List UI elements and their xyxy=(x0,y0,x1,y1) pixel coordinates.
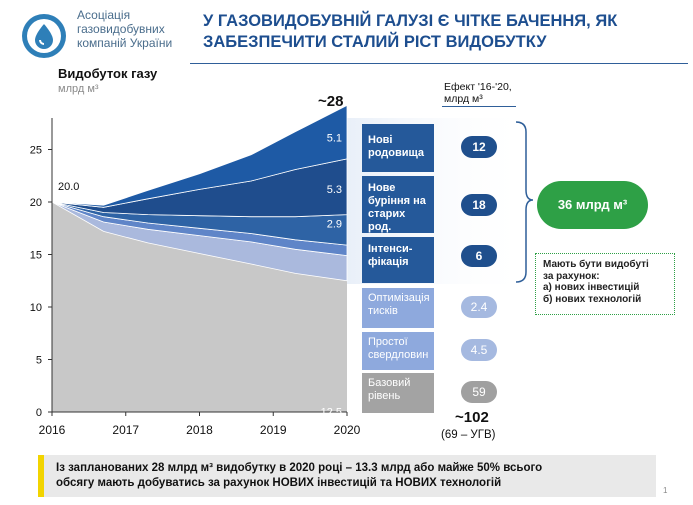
funding-note: Мають бути видобуті за рахунок: а) нових… xyxy=(535,253,675,315)
drop-logo-icon xyxy=(22,14,66,58)
note-line: а) нових інвестицій xyxy=(543,282,640,293)
lever-new-fields: Нові родовища xyxy=(362,124,434,172)
effect-value: 4.5 xyxy=(461,339,497,361)
note-line: б) нових технологій xyxy=(543,293,642,305)
y-tick-label: 15 xyxy=(30,250,42,262)
effect-header-line: Ефект '16-'20, xyxy=(444,81,512,93)
summary-line: обсягу мають добуватись за рахунок НОВИХ… xyxy=(56,477,502,489)
y-tick-label: 0 xyxy=(36,407,42,419)
lever-label: фікація xyxy=(368,256,409,268)
y-tick-label: 5 xyxy=(36,355,42,367)
summary-text: Із запланованих 28 млрд м³ видобутку в 2… xyxy=(56,461,654,491)
lever-label: родовища xyxy=(368,147,425,159)
y-tick-label: 25 xyxy=(30,145,42,157)
effect-value: 18 xyxy=(461,194,497,216)
segment-value-label: 2.9 xyxy=(327,219,342,231)
y-tick-label: 10 xyxy=(30,302,42,314)
logo-line: компаній України xyxy=(77,36,173,50)
x-tick-label: 2018 xyxy=(186,423,213,437)
title-line: ЗАБЕЗПЕЧИТИ СТАЛИЙ РІСТ ВИДОБУТКУ xyxy=(203,33,547,51)
lever-label: рівень xyxy=(368,390,401,402)
lever-label: Нове xyxy=(368,182,396,194)
note-line: Мають бути видобуті xyxy=(543,259,649,270)
association-name: Асоціація газовидобувних компаній Україн… xyxy=(77,8,187,50)
title-divider xyxy=(190,63,688,64)
segment-value-label: 5.1 xyxy=(327,132,342,144)
effect-value: 12 xyxy=(461,136,497,158)
lever-base-level: Базовий рівень xyxy=(362,373,434,413)
plot-area: 0 5 10 15 20 25 2016 2017 2018 2019 2020 20.0 5.1 5.3… xyxy=(30,104,361,437)
lever-label: Базовий xyxy=(368,377,411,389)
x-tick-label: 2017 xyxy=(112,423,139,437)
y-tick-label: 20 xyxy=(30,197,42,209)
x-tick-label: 2020 xyxy=(334,423,361,437)
banner-accent-bar xyxy=(38,455,44,497)
segment-value-label: 12.5 xyxy=(321,406,342,418)
lever-label: Нові xyxy=(368,134,393,146)
x-tick-label: 2019 xyxy=(260,423,287,437)
chart-title: Видобуток газу xyxy=(58,66,158,81)
effect-value: 6 xyxy=(461,245,497,267)
effect-header: Ефект '16-'20, млрд м³ xyxy=(444,81,512,105)
segment-value-label: 5.3 xyxy=(327,184,342,196)
lever-label: свердловин xyxy=(368,349,429,361)
cumulative-subtotal: (69 – УГВ) xyxy=(441,429,496,441)
grouping-bracket xyxy=(515,121,534,283)
effect-header-divider xyxy=(442,106,516,107)
area-series-5 xyxy=(51,104,348,208)
lever-label: Простої xyxy=(368,336,408,348)
note-line: за рахунок: xyxy=(543,270,600,282)
area-series-0 xyxy=(52,202,347,412)
total-2020-label: ~28 xyxy=(318,93,344,110)
lever-label: Інтенси- xyxy=(368,243,413,255)
page-number: 1 xyxy=(663,486,668,495)
lever-intensification: Інтенси- фікація xyxy=(362,237,434,283)
lever-label: тисків xyxy=(368,305,398,317)
title-line: У ГАЗОВИДОБУВНІЙ ГАЛУЗІ Є ЧІТКЕ БАЧЕННЯ,… xyxy=(203,12,618,30)
logo-line: газовидобувних xyxy=(77,22,165,36)
total-effect-oval: 36 млрд м³ xyxy=(537,181,648,229)
y-axis-unit: млрд м³ xyxy=(58,83,99,95)
lever-label: буріння на xyxy=(368,195,426,207)
effect-value: 2.4 xyxy=(461,296,497,318)
effect-header-unit: млрд м³ xyxy=(444,93,483,105)
cumulative-total: ~102 xyxy=(455,409,489,426)
start-value-label: 20.0 xyxy=(58,181,79,193)
lever-label: Оптимізація xyxy=(368,292,430,304)
logo-line: Асоціація xyxy=(77,8,131,22)
lever-pressure-optimization: Оптимізація тисків xyxy=(362,288,434,328)
lever-new-drilling: Нове буріння на старих род. xyxy=(362,176,434,233)
slide-title: У ГАЗОВИДОБУВНІЙ ГАЛУЗІ Є ЧІТКЕ БАЧЕННЯ,… xyxy=(203,11,688,53)
lever-well-downtime: Простої свердловин xyxy=(362,332,434,370)
lever-label: старих род. xyxy=(368,208,406,233)
summary-banner xyxy=(38,455,656,497)
summary-line: Із запланованих 28 млрд м³ видобутку в 2… xyxy=(56,462,543,474)
effect-value: 59 xyxy=(461,381,497,403)
x-tick-label: 2016 xyxy=(39,423,66,437)
